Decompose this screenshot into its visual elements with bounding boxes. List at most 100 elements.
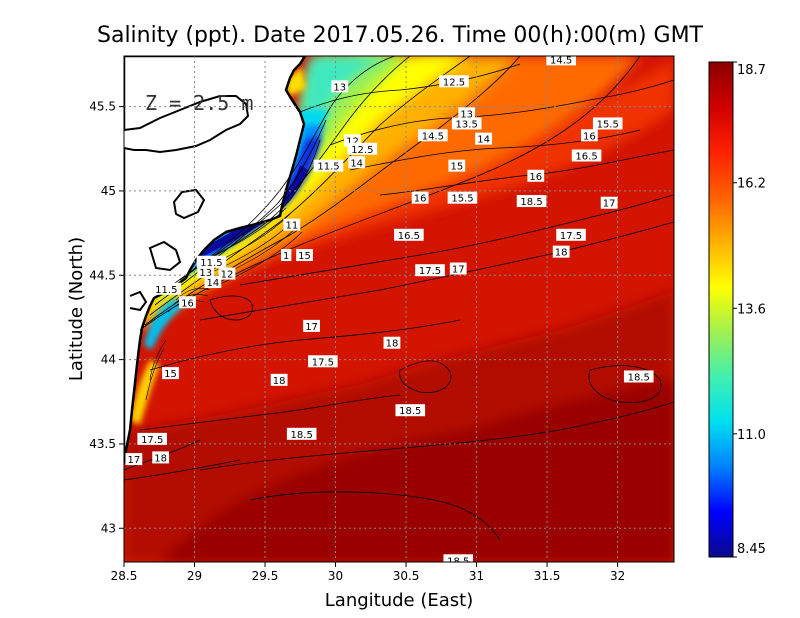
contour-label: 14.5: [418, 129, 448, 142]
contour-label-text: 16: [529, 172, 542, 183]
contour-label-box: [331, 80, 349, 93]
contour-label: 14.5: [546, 56, 576, 66]
plot-frame: [123, 55, 675, 563]
contour-label: 15.5: [592, 117, 623, 130]
contour-label-box: [303, 319, 320, 332]
contour-label: 12: [218, 267, 236, 281]
contour-label: 16.5: [394, 228, 424, 242]
contour-label-box: [580, 129, 598, 142]
contour-label-box: [411, 191, 429, 204]
colorbar-tick-label: 11.0: [737, 428, 766, 443]
contour-label-text: 15.5: [451, 194, 473, 205]
depth-label: Z = 2.5 m: [145, 91, 253, 115]
colorbar-gradient: [708, 61, 734, 558]
contour-label-box: [196, 255, 227, 268]
contour-label: 13: [197, 265, 215, 279]
x-tick-label: 32: [610, 569, 625, 583]
x-tick-label: 29.5: [252, 569, 279, 583]
y-tick-label: 44: [101, 353, 116, 367]
contour-label: 14: [475, 132, 493, 146]
contour-label-box: [556, 228, 586, 241]
contour-label-text: 14: [350, 158, 363, 169]
colorbar: 8.45 11.0 13.6 16.2 18.7: [708, 61, 766, 558]
contour-label-text: 18.5: [628, 372, 650, 383]
contour-label-box: [283, 218, 301, 231]
contour-label-box: [415, 264, 445, 277]
contour-label: 16.5: [571, 149, 602, 163]
contour-label-box: [179, 296, 196, 309]
contour-label: 17: [600, 196, 618, 210]
contour-label: 16: [580, 129, 598, 142]
contour-label: 17.5: [415, 264, 445, 277]
contour-label: 17.5: [137, 432, 168, 446]
chart-title: Salinity (ppt). Date 2017.05.26. Time 00…: [97, 23, 704, 48]
contour-label-box: [162, 367, 179, 380]
contour-label-text: 16: [583, 131, 596, 142]
contour-label: 18: [152, 451, 170, 464]
contour-label: 15: [448, 159, 466, 173]
contour-label-box: [447, 191, 478, 204]
contour-label: 1: [280, 249, 292, 262]
contour-label: 16: [411, 191, 429, 205]
y-tick-label: 43: [101, 521, 116, 535]
contour-label-box: [218, 267, 236, 280]
contour-label: 14: [348, 156, 366, 169]
contour-label: 11.5: [151, 282, 182, 296]
contour-label-text: 17: [603, 199, 616, 210]
contour-label-text: 15.5: [597, 119, 619, 130]
contour-label-box: [475, 132, 493, 145]
contour-label-box: [527, 169, 545, 182]
contour-label-box: [286, 427, 317, 440]
contour-label-text: 13.5: [456, 119, 478, 130]
contour-label: 18.5: [286, 427, 317, 441]
contour-label-text: 11.5: [155, 285, 177, 296]
contour-label-text: 17.5: [312, 357, 334, 368]
contour-label-text: 17: [305, 322, 318, 333]
x-tick-label: 29: [187, 569, 202, 583]
contour-label-text: 14: [206, 278, 219, 289]
contour-label-box: [125, 453, 143, 466]
contour-label-box: [280, 249, 292, 262]
contour-label-box: [348, 156, 366, 169]
colorbar-ticks: 8.45 11.0 13.6 16.2 18.7: [733, 61, 766, 558]
contour-label-text: 18.5: [291, 430, 313, 441]
contour-label-box: [137, 432, 168, 445]
contour-label-text: 12: [346, 136, 359, 147]
contour-label: 17.5: [556, 228, 586, 242]
contour-label: 17: [303, 319, 320, 333]
colorbar-tick-label: 16.2: [737, 177, 766, 192]
contour-label-text: 13: [460, 109, 473, 120]
contour-label-text: 14.5: [422, 131, 444, 142]
contour-label-text: 18: [386, 339, 399, 350]
contour-label-box: [296, 249, 313, 262]
contour-label: 18: [270, 373, 288, 387]
contour-label-text: 11: [285, 221, 298, 232]
contour-label: 16: [527, 169, 545, 183]
contour-label-box: [451, 117, 482, 130]
contour-label: 16: [179, 296, 196, 309]
contour-label-box: [600, 196, 618, 209]
contour-label-box: [152, 451, 170, 464]
contour-label-text: 18.5: [520, 197, 542, 208]
contour-label-text: 18: [273, 376, 286, 387]
contour-label: 18.5: [395, 404, 426, 417]
contour-label-box: [443, 554, 474, 562]
contour-label: 18: [383, 336, 401, 350]
contour-label-text: 12.5: [443, 77, 465, 88]
contour-label: 14: [204, 276, 222, 289]
contour-label-box: [592, 117, 623, 130]
colorbar-tick-label: 8.45: [737, 542, 766, 557]
colorbar-tick-label: 13.6: [737, 302, 766, 317]
x-tick-label: 30.5: [393, 569, 420, 583]
contour-label-box: [516, 195, 547, 208]
contour-label-box: [418, 129, 448, 142]
contour-label-box: [546, 56, 576, 66]
contour-label-text: 18: [154, 453, 167, 464]
contour-label: 11: [283, 218, 301, 232]
y-tick-label: 45: [101, 184, 116, 198]
y-tick-label: 45.5: [89, 100, 116, 114]
land-mass: [124, 56, 307, 464]
contour-label-text: 17: [452, 265, 465, 276]
